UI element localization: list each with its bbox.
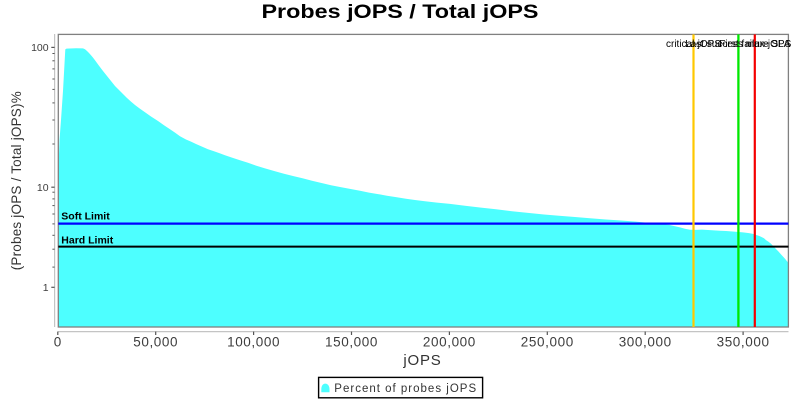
svg-text:350,000: 350,000 [717, 335, 770, 350]
svg-text:300,000: 300,000 [619, 335, 672, 350]
svg-text:200,000: 200,000 [423, 335, 476, 350]
svg-text:Percent of probes jOPS: Percent of probes jOPS [334, 383, 477, 395]
svg-text:100,000: 100,000 [227, 335, 280, 350]
svg-text:10: 10 [37, 182, 49, 194]
svg-text:250,000: 250,000 [521, 335, 574, 350]
svg-text:jOPS: jOPS [402, 352, 441, 369]
svg-text:(Probes jOPS / Total jOPS)%: (Probes jOPS / Total jOPS)% [9, 91, 24, 270]
svg-text:50,000: 50,000 [133, 335, 178, 350]
svg-text:150,000: 150,000 [325, 335, 378, 350]
svg-text:100: 100 [31, 42, 49, 54]
svg-text:Hard Limit: Hard Limit [61, 235, 113, 247]
svg-text:First failure SLA: First failure SLA [719, 39, 790, 50]
svg-text:critical-jOPS: critical-jOPS [666, 39, 721, 50]
svg-text:Soft Limit: Soft Limit [61, 210, 110, 222]
svg-text:Probes jOPS / Total jOPS: Probes jOPS / Total jOPS [262, 1, 539, 23]
svg-text:0: 0 [54, 335, 62, 350]
svg-text:Last success max-jOPS: Last success max-jOPS [685, 39, 791, 50]
svg-text:1: 1 [43, 282, 49, 294]
